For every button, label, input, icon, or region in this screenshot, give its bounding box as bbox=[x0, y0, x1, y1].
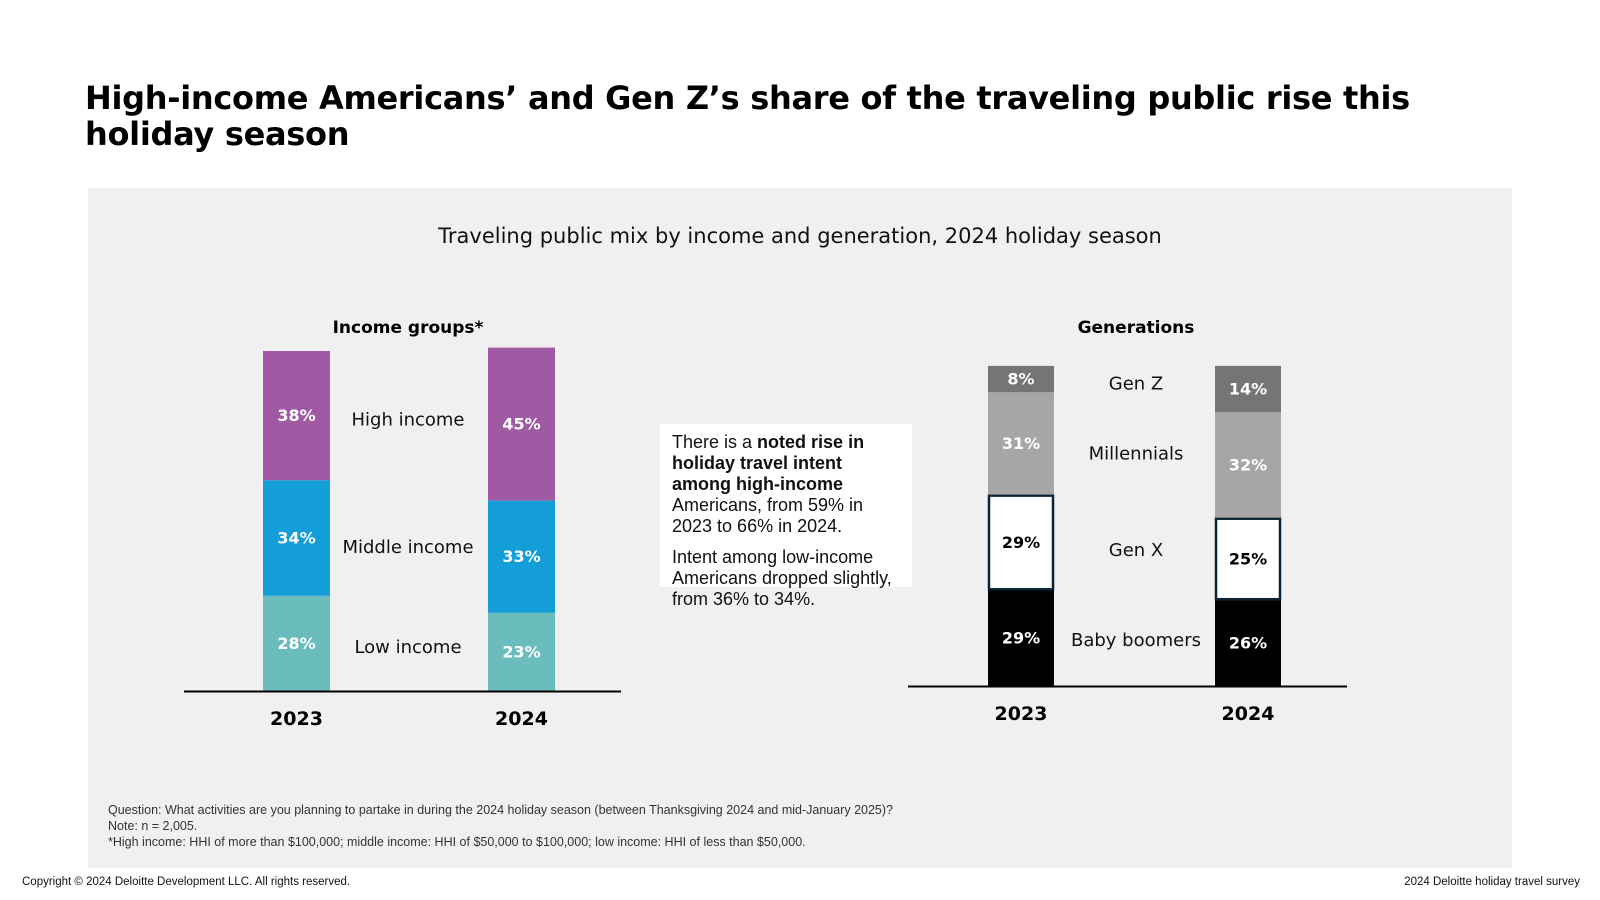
data-label-gen-x-2024: 25% bbox=[1229, 549, 1267, 568]
charts-canvas: Income groups* 28% 34% 38% 2023 23% 33% 45% 2024… bbox=[184, 318, 1347, 730]
chart-title-1: Income groups* bbox=[333, 318, 484, 338]
legend-baby-boomers: Baby boomers bbox=[1071, 630, 1201, 651]
data-label-low-income-2024: 23% bbox=[502, 642, 540, 661]
data-label-gen-z-2023: 8% bbox=[1007, 370, 1034, 389]
legend-low-income: Low income bbox=[354, 637, 461, 658]
footnote-note: Note: n = 2,005. bbox=[108, 819, 198, 833]
legend-millennials: Millennials bbox=[1089, 444, 1184, 465]
chart-title-2: Generations bbox=[1078, 318, 1195, 338]
bar-baby-boomers-2023 bbox=[988, 590, 1054, 686]
x-tick-label-2023: 2023 bbox=[270, 708, 323, 730]
data-label-millennials-2023: 31% bbox=[1002, 434, 1040, 453]
bar-gen-x-2023 bbox=[987, 494, 1055, 591]
chart-subtitle: Traveling public mix by income and gener… bbox=[438, 224, 1162, 248]
bar-baby-boomers-2024 bbox=[1215, 600, 1281, 686]
data-label-baby-boomers-2023: 29% bbox=[1002, 629, 1040, 648]
legend-gen-x: Gen X bbox=[1109, 540, 1163, 561]
x-tick-label-2024: 2024 bbox=[1222, 703, 1275, 725]
bar-gen-z-2023 bbox=[988, 365, 1054, 393]
bar-gen-z-2024 bbox=[1215, 365, 1281, 413]
data-label-high-income-2023: 38% bbox=[277, 406, 315, 425]
data-label-low-income-2023: 28% bbox=[277, 634, 315, 653]
bar-gen-x-2024 bbox=[1214, 517, 1282, 601]
bar-low-income-2023 bbox=[263, 595, 330, 691]
bar-high-income-2023 bbox=[263, 351, 330, 481]
legend-middle-income: Middle income bbox=[342, 537, 473, 558]
bar-middle-income-2023 bbox=[263, 480, 330, 596]
callout-paragraph-1: There is a noted rise in holiday travel … bbox=[672, 432, 900, 537]
data-label-middle-income-2024: 33% bbox=[502, 547, 540, 566]
x-tick-label-2023: 2023 bbox=[995, 703, 1048, 725]
legend-high-income: High income bbox=[351, 409, 464, 430]
data-label-baby-boomers-2024: 26% bbox=[1229, 634, 1267, 653]
footnote-question: Question: What activities are you planni… bbox=[108, 803, 893, 817]
callout-paragraph-2: Intent among low-income Americans droppe… bbox=[672, 547, 892, 609]
bar-low-income-2024 bbox=[488, 612, 555, 691]
callout-text: Americans, from 59% in 2023 to 66% in 20… bbox=[672, 495, 864, 536]
callout-text: There is a bbox=[672, 432, 758, 452]
source-label: 2024 Deloitte holiday travel survey bbox=[1404, 876, 1580, 888]
page-title: High-income Americans’ and Gen Z’s share… bbox=[85, 79, 1410, 153]
chart-panel: Traveling public mix by income and gener… bbox=[88, 188, 1512, 868]
bar-millennials-2024 bbox=[1215, 412, 1281, 518]
x-tick-label-2024: 2024 bbox=[495, 708, 548, 730]
callout-bold-text: noted rise in holiday travel intent amon… bbox=[672, 432, 865, 494]
legend-gen-z: Gen Z bbox=[1109, 374, 1163, 395]
data-label-high-income-2024: 45% bbox=[502, 415, 540, 434]
data-label-middle-income-2023: 34% bbox=[277, 529, 315, 548]
insight-callout: There is a noted rise in holiday travel … bbox=[660, 424, 912, 609]
data-label-millennials-2024: 32% bbox=[1229, 455, 1267, 474]
data-label-gen-z-2024: 14% bbox=[1229, 380, 1267, 399]
footnote-definition: *High income: HHI of more than $100,000;… bbox=[108, 835, 806, 849]
bar-millennials-2023 bbox=[988, 392, 1054, 495]
bar-middle-income-2024 bbox=[488, 500, 555, 613]
data-label-gen-x-2023: 29% bbox=[1002, 533, 1040, 552]
footnotes: Question: What activities are you planni… bbox=[108, 802, 1208, 850]
bar-high-income-2024 bbox=[488, 347, 555, 501]
copyright: Copyright © 2024 Deloitte Development LL… bbox=[22, 876, 351, 888]
